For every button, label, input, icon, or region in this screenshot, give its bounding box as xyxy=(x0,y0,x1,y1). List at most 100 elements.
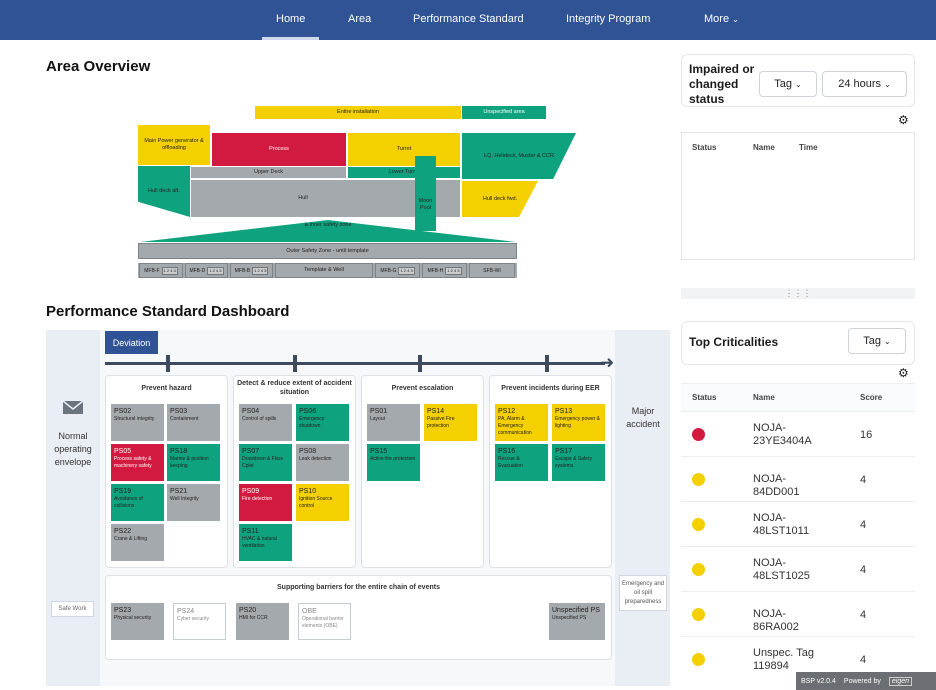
area-lq-helideck[interactable]: LQ, Helideck, Muster & CCR xyxy=(462,133,576,179)
ps-name: PA, Alarm & Emergency communication xyxy=(498,416,532,436)
ps-card-ps21[interactable]: PS21 Well Integrity xyxy=(167,484,220,521)
supporting-title: Supporting barriers for the entire chain… xyxy=(277,584,440,591)
area-hull-right xyxy=(436,180,460,217)
mfb-g[interactable]: MFB-G 1 2 4 3 xyxy=(375,263,420,278)
ps-card-ps09[interactable]: PS09 Fire detection xyxy=(239,484,292,521)
area-unspecified[interactable]: Unspecified area xyxy=(462,106,546,119)
ps-card-ps04[interactable]: PS04 Control of spills xyxy=(239,404,292,441)
ps-name: Physical security xyxy=(114,615,152,621)
ps-card-ps22[interactable]: PS22 Crane & Lifting xyxy=(111,524,164,561)
ps-card-ps19[interactable]: PS19 Avoidance of collisions xyxy=(111,484,164,521)
ps-card-ps12[interactable]: PS12 PA, Alarm & Emergency communication xyxy=(495,404,548,441)
ps-code: PS18 xyxy=(170,448,188,455)
envelope-icon xyxy=(62,400,84,415)
area-template-well[interactable]: Template & Well xyxy=(275,263,373,278)
ps-name: Rescue & Evacuation xyxy=(498,456,523,469)
safe-work-button[interactable]: Safe Work xyxy=(51,601,94,617)
deviation-button[interactable]: Deviation xyxy=(105,331,158,354)
col-status: Status xyxy=(692,143,717,152)
ps-name: Structural integrity xyxy=(114,416,155,422)
gear-icon[interactable]: ⚙ xyxy=(898,366,909,380)
impaired-time-dropdown[interactable]: 24 hours ⌄ xyxy=(822,71,907,97)
mfb-h[interactable]: MFB-H 1 2 4 3 xyxy=(422,263,467,278)
gear-icon[interactable]: ⚙ xyxy=(898,113,909,127)
ps-card-ps18[interactable]: PS18 Marine & position keeping xyxy=(167,444,220,481)
ps-card-ps01[interactable]: PS01 Layout xyxy=(367,404,420,441)
mfb-d[interactable]: MFB-D 1 2 4 3 xyxy=(185,263,228,278)
ps-name: Crane & Lifting xyxy=(114,536,148,542)
table-row[interactable]: NOJA-86RA002 4 xyxy=(681,591,915,636)
top-tag-dropdown[interactable]: Tag ⌄ xyxy=(848,328,906,354)
mfb-label: MFB-B xyxy=(234,267,251,274)
table-row[interactable]: NOJA-48LST1011 4 xyxy=(681,501,915,546)
ps-card-ps06[interactable]: PS06 Emergency shutdown xyxy=(296,404,349,441)
row-name: NOJA-48LST1011 xyxy=(753,512,810,537)
ps-name: Passive Fire protection xyxy=(427,416,455,429)
ps-name: Active fire protection xyxy=(370,456,416,462)
row-score: 4 xyxy=(860,654,867,666)
area-lower-turret[interactable]: Lower Turret xyxy=(348,167,460,178)
table-row[interactable]: NOJA-84DD001 4 xyxy=(681,456,915,501)
ps-card-ps08[interactable]: PS08 Leak detection xyxy=(296,444,349,481)
nav-home[interactable]: Home xyxy=(276,13,306,25)
table-row[interactable]: Unspec. Tag 119894 4 xyxy=(681,636,915,681)
table-row[interactable]: NOJA-23YE3404A 16 xyxy=(681,411,915,456)
nav-integrity-program[interactable]: Integrity Program xyxy=(566,13,651,25)
ps-card-ps15[interactable]: PS15 Active fire protection xyxy=(367,444,420,481)
area-turret[interactable]: Turret xyxy=(348,133,460,166)
row-score: 4 xyxy=(860,519,867,531)
area-upper-deck[interactable]: Upper Deck xyxy=(191,167,346,178)
mfb-b[interactable]: MFB-B 1 2 4 3 xyxy=(230,263,273,278)
area-process[interactable]: Process xyxy=(212,133,346,166)
dropdown-label: Tag xyxy=(863,335,881,347)
area-hull-deck-aft[interactable]: Hull deck aft. xyxy=(138,166,190,217)
area-moon-pool[interactable]: Moon Pool xyxy=(415,156,436,231)
area-inner-safety-zone[interactable]: & inner safety zone xyxy=(140,220,516,242)
ps-code: PS03 xyxy=(170,408,188,415)
ps-card-ps02[interactable]: PS02 Structural integrity xyxy=(111,404,164,441)
ps-card-ps24[interactable]: PS24 Cyber security xyxy=(173,603,226,640)
ps-card-ps11[interactable]: PS11 HVAC & natural ventilation xyxy=(239,524,292,561)
nav-area[interactable]: Area xyxy=(348,13,372,25)
nav-more-label: More xyxy=(704,13,730,25)
resize-handle-icon[interactable]: ⋮⋮⋮ xyxy=(681,288,915,299)
ps-card-unspecified-ps[interactable]: Unspecified PS Unspecified PS xyxy=(549,603,605,640)
nav-performance-standard[interactable]: Performance Standard xyxy=(413,13,524,25)
area-main-power[interactable]: Main Power generator & offloading xyxy=(138,125,210,165)
mfb-f[interactable]: MFB-F 1 2 4 3 xyxy=(139,263,183,278)
ps-name: Layout xyxy=(370,416,386,422)
ps-name: HVAC & natural ventilation xyxy=(242,536,277,549)
ps-card-ps20[interactable]: PS20 HMI for CCR xyxy=(236,603,289,640)
area-entire-installation[interactable]: Entire installation xyxy=(255,106,461,119)
ps-code: PS13 xyxy=(555,408,573,415)
row-score: 4 xyxy=(860,564,867,576)
ps-card-ps17[interactable]: PS17 Escape & Safety systems xyxy=(552,444,605,481)
ps-code: PS02 xyxy=(114,408,132,415)
ps-card-ps05[interactable]: PS05 Process safety & machinery safety xyxy=(111,444,164,481)
ps-card-ps07[interactable]: PS07 Drawdown & Flare Cplet xyxy=(239,444,292,481)
sfb-wi[interactable]: SFB-WI xyxy=(469,263,515,278)
ps-card-ps13[interactable]: PS13 Emergency power & lighting xyxy=(552,404,605,441)
area-outer-safety-zone[interactable]: Outer Safety Zone - until template xyxy=(138,243,517,259)
mfb-fraction: 1 2 4 3 xyxy=(445,266,462,275)
impaired-tag-dropdown[interactable]: Tag ⌄ xyxy=(759,71,817,97)
ps-card-ps10[interactable]: PS10 Ignition Source control xyxy=(296,484,349,521)
emergency-preparedness-button[interactable]: Emergency and oil spill preparedness xyxy=(619,575,667,611)
area-hull[interactable]: Hull xyxy=(191,180,415,217)
ps-card-ps16[interactable]: PS16 Rescue & Evacuation xyxy=(495,444,548,481)
ps-name: Emergency shutdown xyxy=(299,416,325,429)
timeline-tick xyxy=(418,355,422,372)
ps-name: Leak detection xyxy=(299,456,332,462)
row-score: 4 xyxy=(860,609,867,621)
col-score: Score xyxy=(860,393,883,402)
ps-card-obe[interactable]: OBE Operational barrier elements (OBE) xyxy=(298,603,351,640)
area-hull-deck-fwd[interactable]: Hull deck fwd. xyxy=(462,181,538,217)
ps-card-ps23[interactable]: PS23 Physical security xyxy=(111,603,164,640)
chevron-down-icon: ⌄ xyxy=(795,79,802,89)
ps-name: Escape & Safety systems xyxy=(555,456,592,469)
ps-code: OBE xyxy=(302,608,317,615)
table-row[interactable]: NOJA-48LST1025 4 xyxy=(681,546,915,591)
nav-more[interactable]: More ⌄ xyxy=(704,13,739,25)
ps-card-ps14[interactable]: PS14 Passive Fire protection xyxy=(424,404,477,441)
ps-card-ps03[interactable]: PS03 Containment xyxy=(167,404,220,441)
